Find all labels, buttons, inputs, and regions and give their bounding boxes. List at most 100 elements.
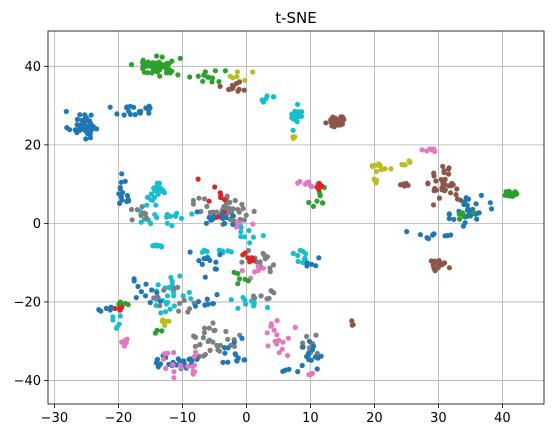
point-brown-240 xyxy=(453,192,459,198)
point-blue-309 xyxy=(464,202,470,208)
point-blue-547 xyxy=(217,252,223,258)
point-green-121 xyxy=(216,79,222,85)
point-blue-680 xyxy=(192,303,199,309)
point-pink-757 xyxy=(178,364,184,370)
point-brown-257 xyxy=(436,195,443,201)
point-brown-126 xyxy=(217,83,223,89)
point-blue-550 xyxy=(196,258,202,264)
point-blue-813 xyxy=(299,362,305,369)
point-pink-535 xyxy=(260,265,266,271)
point-pink-752 xyxy=(191,354,197,360)
point-green-69 xyxy=(177,55,183,62)
point-cyan-369 xyxy=(164,220,170,226)
point-blue-613 xyxy=(138,289,144,295)
y-tick-label-1: −20 xyxy=(14,295,41,310)
point-blue-766 xyxy=(225,359,231,365)
y-tick-label-0: −40 xyxy=(14,374,41,389)
point-green-124 xyxy=(209,75,215,81)
point-pink-783 xyxy=(292,324,298,330)
point-blue-34 xyxy=(82,119,88,125)
point-cyan-378 xyxy=(144,202,150,208)
point-gray-439 xyxy=(251,208,257,214)
point-blue-397 xyxy=(117,200,123,206)
point-brown-252 xyxy=(448,183,454,189)
point-cyan-156 xyxy=(294,119,300,125)
point-gray-429 xyxy=(239,201,245,207)
point-brown-132 xyxy=(226,86,232,93)
point-pink-756 xyxy=(163,365,169,372)
point-cyan-666 xyxy=(264,304,271,311)
point-pink-226 xyxy=(427,146,433,152)
point-blue-558 xyxy=(201,256,207,262)
point-olive-202 xyxy=(388,166,394,172)
point-cyan-359 xyxy=(154,184,160,190)
point-cyan-368 xyxy=(189,211,195,217)
point-cyan-353 xyxy=(150,197,156,203)
point-gray-668 xyxy=(258,293,264,299)
point-brown-193 xyxy=(338,122,344,128)
point-blue-306 xyxy=(467,213,473,219)
point-blue-611 xyxy=(149,287,155,293)
point-cyan-581 xyxy=(167,306,173,312)
axes: −30 −20 −10 0 10 20 30 40 −40 −20 0 20 40 xyxy=(14,60,511,426)
point-blue-738 xyxy=(153,360,159,366)
point-gray-410 xyxy=(129,217,135,223)
point-blue-25 xyxy=(64,125,70,131)
point-cyan-376 xyxy=(138,219,144,225)
point-brown-248 xyxy=(440,163,446,169)
point-red-463 xyxy=(221,196,228,203)
point-green-115 xyxy=(222,68,228,74)
point-blue-53 xyxy=(114,111,120,117)
point-gray-703 xyxy=(217,342,223,348)
point-green-98 xyxy=(175,72,181,78)
point-cyan-601 xyxy=(166,285,172,291)
point-blue-551 xyxy=(202,274,208,280)
point-gray-691 xyxy=(225,336,231,342)
point-blue-44 xyxy=(107,104,113,110)
point-cyan-600 xyxy=(168,274,174,281)
point-cyan-360 xyxy=(158,188,164,194)
point-pink-755 xyxy=(192,369,198,375)
point-pink-754 xyxy=(185,363,191,369)
point-gray-690 xyxy=(206,325,212,331)
point-blue-38 xyxy=(74,122,80,128)
point-gray-797 xyxy=(304,333,310,340)
point-blue-54 xyxy=(131,104,137,110)
point-cyan-364 xyxy=(169,223,175,229)
point-blue-612 xyxy=(147,299,153,306)
point-pink-753 xyxy=(191,362,197,368)
point-blue-298 xyxy=(462,220,468,226)
point-brown-245 xyxy=(430,202,437,208)
point-cyan-375 xyxy=(168,213,174,219)
point-blue-22 xyxy=(82,112,88,118)
point-cyan-583 xyxy=(186,289,192,295)
point-green-496 xyxy=(306,199,312,206)
point-olive-829 xyxy=(162,322,168,328)
point-cyan-644 xyxy=(117,313,123,319)
point-brown-277 xyxy=(437,259,443,265)
point-green-834 xyxy=(152,330,158,336)
point-gray-416 xyxy=(190,197,196,204)
point-brown-168 xyxy=(323,120,329,126)
point-blue-682 xyxy=(195,299,202,305)
point-gray-683 xyxy=(207,347,213,353)
point-cyan-357 xyxy=(148,191,154,197)
point-gray-444 xyxy=(224,206,230,212)
point-blue-642 xyxy=(96,307,102,313)
point-gray-625 xyxy=(176,300,183,306)
point-blue-771 xyxy=(241,357,247,363)
point-cyan-646 xyxy=(110,314,116,320)
point-gray-434 xyxy=(201,196,208,202)
point-pink-459 xyxy=(250,221,256,227)
point-green-104 xyxy=(157,73,163,79)
point-green-60 xyxy=(128,62,135,68)
point-blue-816 xyxy=(314,366,320,372)
point-blue-8 xyxy=(88,112,94,118)
point-gray-708 xyxy=(201,325,208,331)
point-pink-227 xyxy=(419,147,425,153)
y-tick-label-4: 40 xyxy=(24,60,41,75)
point-olive-137 xyxy=(234,69,240,75)
point-blue-482 xyxy=(211,213,217,220)
point-blue-575 xyxy=(316,255,322,261)
